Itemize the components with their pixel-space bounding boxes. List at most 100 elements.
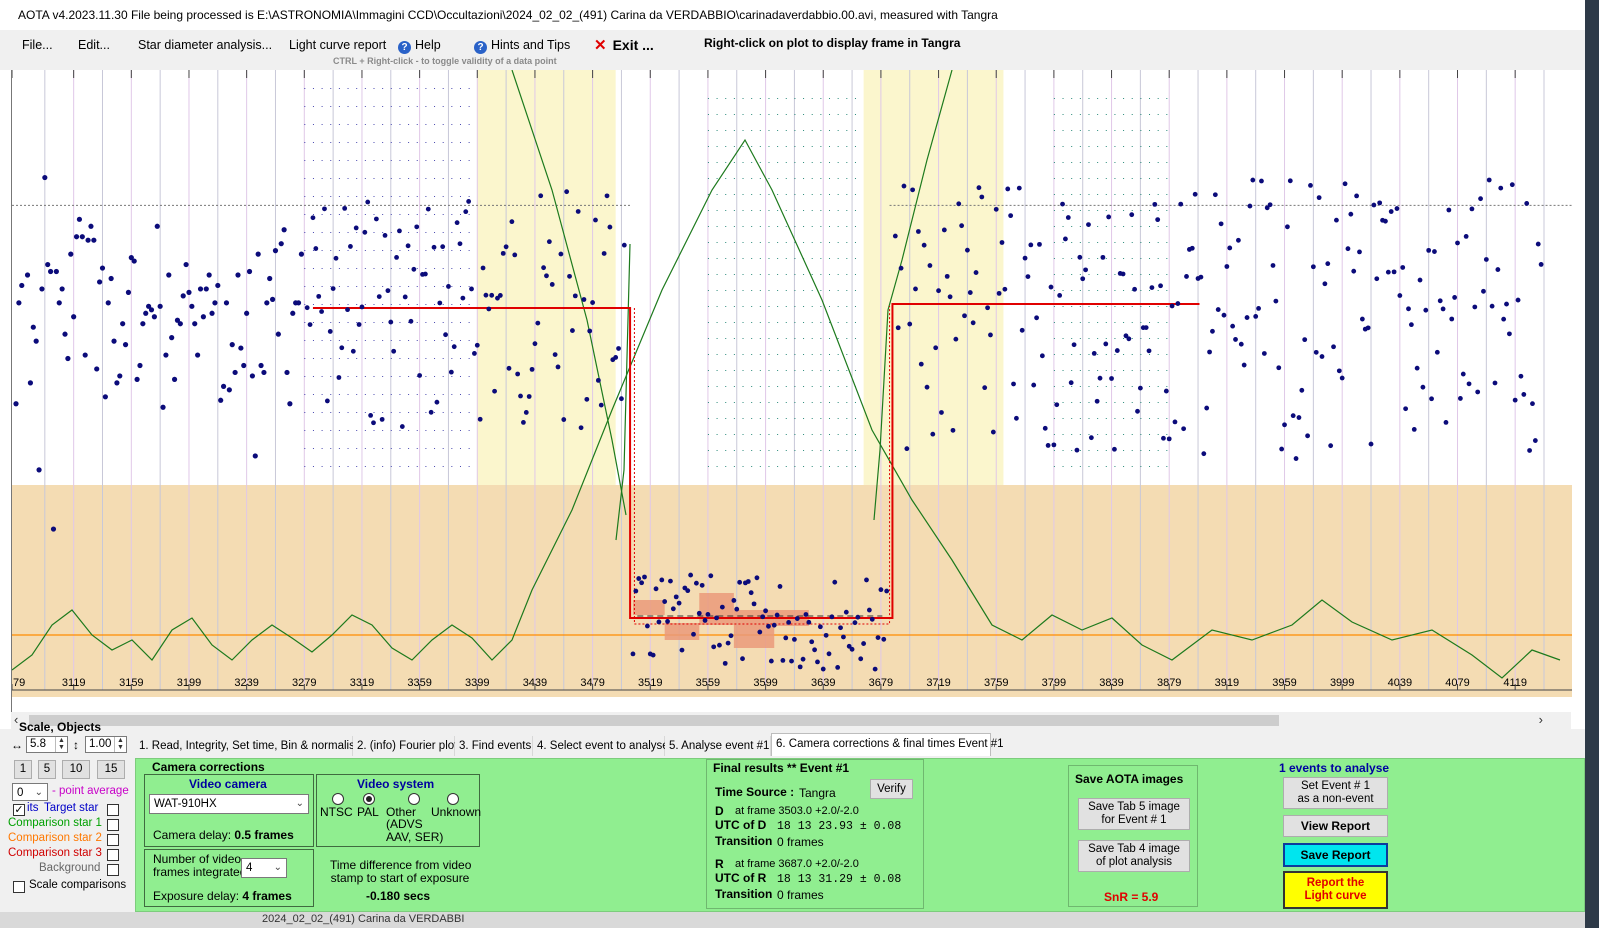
dot-marker (434, 286, 436, 287)
menu-file[interactable]: File... (22, 38, 53, 52)
comparison-star-2-checkbox[interactable] (107, 834, 119, 846)
radio-unknown[interactable] (447, 793, 459, 805)
tab-camera-corrections[interactable]: 6. Camera corrections & final times Even… (771, 733, 1004, 756)
point-average-select[interactable]: 0 ⌄ (12, 783, 48, 801)
dot-marker (854, 338, 856, 339)
dot-marker (794, 434, 796, 435)
data-point (619, 396, 624, 402)
dot-marker (390, 232, 392, 233)
set-non-event-button[interactable]: Set Event # 1 as a non-event (1283, 777, 1388, 809)
spinner-arrows-icon[interactable]: ▲ ▼ (55, 737, 67, 752)
menu-help[interactable]: ? Help (398, 38, 441, 54)
its-checkbox[interactable]: ✓ (13, 804, 25, 816)
scrollbar-thumb[interactable] (29, 715, 1279, 726)
dot-marker (304, 358, 306, 359)
exposure-delay-text: Exposure delay: (153, 889, 240, 903)
frames-integrated-select[interactable]: 4 ⌄ (241, 858, 287, 878)
spinner-arrows-icon[interactable]: ▲ ▼ (114, 737, 126, 752)
objects-spinner[interactable]: 1.00 ▲ ▼ (85, 736, 127, 753)
save-report-button[interactable]: Save Report (1283, 843, 1388, 867)
dot-marker (321, 412, 323, 413)
target-star-checkbox[interactable] (107, 804, 119, 816)
scale-button-5[interactable]: 5 (38, 760, 56, 779)
dot-marker (356, 250, 358, 251)
dot-marker (364, 430, 366, 431)
menu-edit[interactable]: Edit... (78, 38, 110, 52)
data-point (497, 293, 503, 298)
dot-marker (312, 106, 314, 107)
tab-analyse-event[interactable]: 5. Analyse event #1 (665, 736, 771, 756)
dot-marker (742, 162, 744, 163)
menu-star-diameter[interactable]: Star diameter analysis... (138, 38, 273, 52)
dot-marker (759, 258, 761, 259)
dot-marker (408, 394, 410, 395)
data-point (1279, 446, 1285, 452)
dot-marker (442, 142, 444, 143)
light-curve-plot[interactable]: 79 3119 3159 3199 3239 3279 3319 3359 3399 3439 34… (11, 63, 1572, 712)
report-light-curve-button[interactable]: Report the Light curve (1283, 871, 1388, 909)
data-point (544, 273, 549, 279)
data-point (27, 380, 34, 386)
dot-marker (829, 418, 831, 419)
radio-other[interactable] (408, 793, 420, 805)
scroll-left-icon[interactable]: ‹ (14, 712, 19, 727)
dot-marker (846, 146, 848, 147)
dot-marker (1071, 322, 1073, 323)
dot-marker (321, 304, 323, 305)
data-point (195, 352, 201, 358)
scroll-right-icon[interactable]: › (1538, 712, 1543, 727)
data-point (307, 322, 313, 327)
view-report-button[interactable]: View Report (1283, 815, 1388, 837)
comparison-star-1-checkbox[interactable] (107, 819, 119, 831)
verify-button[interactable]: Verify (870, 779, 913, 799)
data-point (1486, 177, 1492, 183)
plot-horizontal-scrollbar[interactable]: ‹ › (11, 712, 1571, 729)
dot-marker (707, 290, 709, 291)
data-point (469, 286, 474, 292)
dot-marker (1097, 178, 1099, 179)
dot-marker (837, 194, 839, 195)
dot-marker (1105, 322, 1107, 323)
data-point (163, 352, 169, 358)
camera-model-select[interactable]: WAT-910HX ⌄ (149, 794, 309, 814)
tab-fourier[interactable]: 2. (info) Fourier plot (353, 736, 457, 756)
data-point (200, 314, 206, 320)
x-tick-label: 3199 (177, 677, 201, 689)
scale-button-10[interactable]: 10 (62, 760, 90, 779)
camera-delay-value: 0.5 frames (234, 828, 294, 842)
save-tab4-button[interactable]: Save Tab 4 image of plot analysis (1078, 840, 1190, 872)
data-point (930, 431, 936, 437)
menu-light-curve-report[interactable]: Light curve report (289, 38, 387, 52)
taskbar-item-label[interactable]: 2024_02_02_(491) Carina da VERDABBI (262, 913, 465, 925)
radio-ntsc[interactable] (332, 793, 344, 805)
dot-marker (777, 466, 779, 467)
dot-marker (1131, 450, 1133, 451)
background-checkbox[interactable] (107, 864, 119, 876)
scale-button-1[interactable]: 1 (14, 760, 32, 779)
save-tab5-button[interactable]: Save Tab 5 image for Event # 1 (1078, 798, 1190, 830)
menu-exit[interactable]: ✕ Exit ... (594, 36, 654, 54)
radio-pal[interactable] (363, 793, 375, 805)
menu-hints[interactable]: ? Hints and Tips (474, 38, 570, 54)
scale-spinner[interactable]: 5.8 ▲ ▼ (26, 736, 68, 753)
dot-marker (442, 466, 444, 467)
dot-marker (434, 88, 436, 89)
comparison-star-3-checkbox[interactable] (107, 849, 119, 861)
scale-comparisons-checkbox[interactable] (13, 881, 25, 893)
x-tick-label: 4039 (1388, 677, 1412, 689)
light-curve-chart[interactable]: 79 3119 3159 3199 3239 3279 3319 3359 3399 3439 34… (11, 63, 1572, 712)
data-point (668, 578, 673, 584)
scale-button-15[interactable]: 15 (97, 760, 125, 779)
dot-marker (399, 124, 401, 125)
tab-find-events[interactable]: 3. Find events (455, 736, 533, 756)
tab-read-integrity[interactable]: 1. Read, Integrity, Set time, Bin & norm… (135, 736, 361, 756)
dot-marker (390, 304, 392, 305)
dot-marker (1062, 402, 1064, 403)
tab-select-event[interactable]: 4. Select event to analyse (533, 736, 669, 756)
data-point (812, 647, 817, 653)
x-tick-label: 3439 (523, 677, 547, 689)
data-point (976, 185, 982, 191)
dot-marker (1105, 210, 1107, 211)
data-point (76, 216, 83, 222)
dot-marker (707, 242, 709, 243)
